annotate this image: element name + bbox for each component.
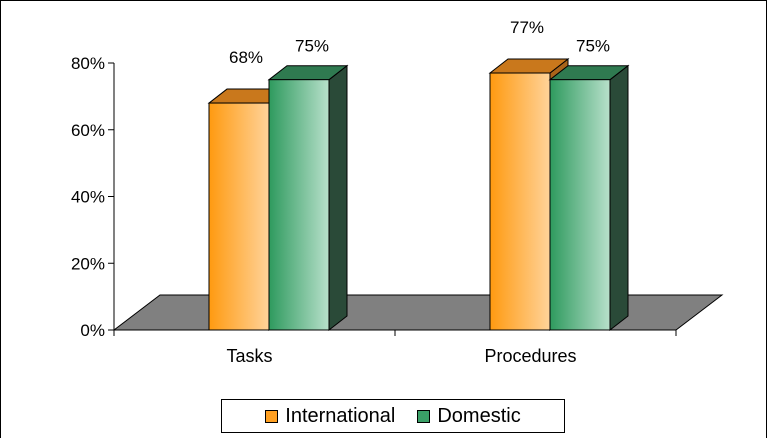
bar-front-face: [268, 79, 330, 331]
bar-tasks-domestic: [267, 64, 349, 332]
legend-item-international: International: [265, 405, 395, 428]
legend: International Domestic: [221, 399, 565, 433]
bar-front-face: [208, 102, 270, 331]
y-tick-label: 40%: [71, 188, 105, 207]
y-tick-label: 20%: [71, 254, 105, 273]
bar-procedures-domestic: [548, 64, 630, 332]
bar-side-face: [609, 64, 629, 332]
bar-front-face: [549, 79, 611, 331]
bar-side-face: [328, 64, 348, 332]
chart-axes: [108, 62, 724, 336]
chart-floor: [112, 294, 724, 331]
data-label-procedures-international: 77%: [510, 18, 544, 37]
category-label-tasks: Tasks: [226, 346, 272, 366]
legend-label-domestic: Domestic: [437, 404, 521, 427]
y-tick-label: 0%: [80, 321, 105, 340]
category-labels: Tasks Procedures: [226, 346, 576, 366]
y-tick-label: 80%: [71, 54, 105, 73]
y-tick-label: 60%: [71, 121, 105, 140]
data-label-procedures-domestic: 75%: [576, 37, 610, 56]
bars: [207, 57, 630, 332]
legend-label-international: International: [285, 404, 396, 427]
data-labels: 68% 75% 77% 75%: [229, 18, 610, 67]
legend-item-domestic: Domestic: [417, 404, 521, 428]
data-label-tasks-international: 68%: [229, 48, 263, 67]
category-label-procedures: Procedures: [484, 346, 576, 366]
legend-swatch-international: [265, 409, 279, 423]
legend-swatch-domestic: [417, 409, 431, 423]
bar-front-face: [489, 72, 551, 331]
data-label-tasks-domestic: 75%: [295, 37, 329, 56]
y-tick-labels: 0% 20% 40% 60% 80%: [71, 54, 105, 340]
